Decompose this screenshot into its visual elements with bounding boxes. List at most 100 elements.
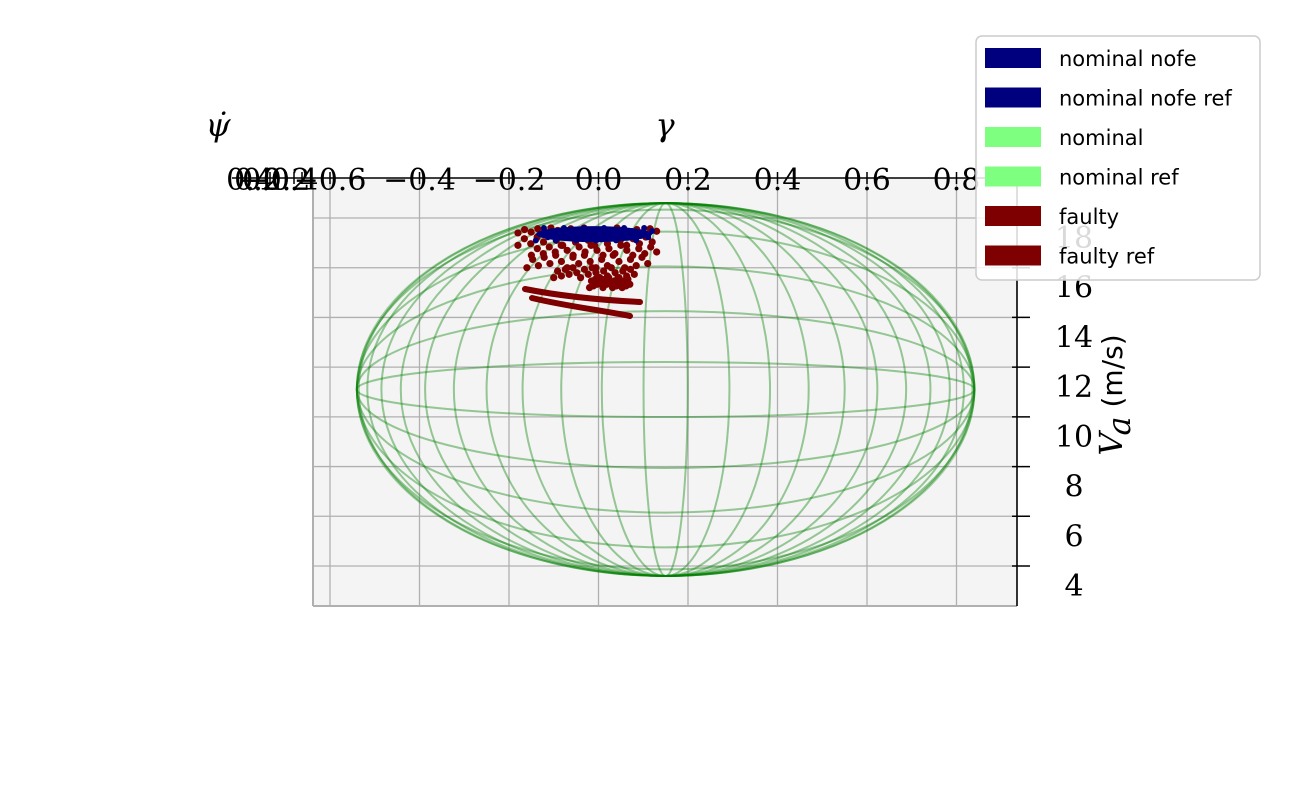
faulty-point-84 [557, 257, 566, 266]
x-tick-label-3: 0.0 [575, 163, 623, 198]
faulty-point-107 [630, 270, 638, 278]
x-tick-label-7: 0.8 [933, 163, 981, 198]
z-tick-label-2: 8 [1064, 470, 1083, 505]
nominal-nofe-point-18 [605, 234, 612, 241]
faulty-point-131 [599, 284, 607, 292]
nominal-nofe-point-22 [540, 224, 547, 231]
x-tick-label-2: −0.2 [473, 163, 546, 198]
ellipsoid-parallel-7 [355, 310, 976, 469]
y-tick-label-3: 0.2 [234, 163, 282, 198]
legend-swatch-5 [985, 245, 1041, 266]
faulty-point-130 [612, 282, 621, 290]
nominal-nofe-point-6 [556, 231, 563, 238]
nominal-nofe-point-2 [621, 224, 628, 231]
faulty-point-79 [632, 262, 640, 270]
ellipsoid-meridian-1 [357, 202, 974, 577]
y-tick-label-1: −0.2 [238, 163, 311, 198]
nominal-nofe-point-7 [601, 224, 608, 231]
faulty-point-88 [550, 274, 558, 282]
nominal-nofe-point-11 [536, 231, 543, 238]
faulty-point-66 [523, 264, 531, 272]
nominal-nofe-point-1 [576, 231, 583, 238]
y-axis-ticks: −0.4−0.20.00.20.4 [226, 163, 318, 198]
faulty-point-25 [520, 235, 528, 243]
nominal-nofe-point-21 [617, 231, 624, 238]
ellipsoid-meridian-12 [642, 202, 689, 577]
nominal-nofe-point-25 [552, 237, 559, 244]
legend-label-1: nominal nofe ref [1059, 87, 1232, 111]
nominal-nofe-point-12 [580, 224, 587, 231]
faulty-point-103 [569, 264, 577, 272]
ellipsoid-meridian-11 [642, 202, 689, 577]
nominal-nofe-point-28 [564, 234, 571, 241]
faulty-point-70 [615, 257, 623, 266]
nominal-nofe-point-9 [568, 228, 575, 235]
ellipsoid-meridian-20 [380, 202, 951, 577]
legend: nominal nofe nominal nofe ref nominal nomin… [975, 35, 1261, 281]
legend-label-5: faulty ref [1059, 245, 1155, 269]
faulty-point-75 [540, 253, 548, 261]
z-tick-label-5: 14 [1055, 320, 1093, 355]
x-tick-label-5: 0.4 [754, 163, 802, 198]
faulty-point-77 [586, 257, 594, 266]
ellipsoid-parallel-1 [355, 208, 976, 571]
nominal-nofe-point-8 [645, 234, 652, 241]
ellipsoid-meridian-21 [366, 202, 965, 577]
ellipsoid-meridian-13 [600, 202, 731, 577]
z-tick-label-0: 4 [1064, 569, 1083, 604]
ellipsoid-meridian-14 [560, 202, 772, 577]
faulty-point-94 [557, 272, 566, 280]
faulty-point-98 [619, 267, 627, 275]
ellipsoid-parallel-6 [355, 360, 976, 419]
x-tick-label-4: 0.2 [664, 163, 712, 198]
nominal-nofe-point-20 [572, 237, 579, 244]
x-axis-label: γ [655, 106, 675, 144]
legend-swatch-0 [985, 48, 1041, 68]
faulty-point-6 [527, 228, 535, 236]
ellipsoid-meridian-7 [485, 202, 846, 577]
faulty-point-105 [600, 267, 608, 275]
y-axis-label: ψ̇ [205, 106, 231, 144]
nominal-nofe-point-13 [625, 234, 632, 241]
ellipsoid-meridian-2 [366, 202, 965, 577]
faulty-point-85 [644, 259, 652, 268]
faulty-point-9 [534, 225, 542, 233]
faulty-point-48 [623, 246, 631, 254]
faulty-point-3 [520, 226, 529, 234]
faulty-point-47 [533, 245, 541, 253]
nominal-nofe-point-29 [609, 228, 616, 235]
nominal-nofe-point-27 [641, 224, 648, 231]
ellipsoid-meridian-10 [600, 202, 731, 577]
faulty-point-67 [609, 251, 617, 259]
y-tick-label-0: −0.4 [246, 163, 319, 198]
legend-items: nominal nofe nominal nofe ref nominal nomin… [985, 47, 1232, 269]
z-tick-label-1: 6 [1064, 519, 1083, 554]
faulty-point-52 [587, 241, 595, 249]
faulty-point-59 [557, 241, 565, 249]
y-tick-label-2: 0.0 [242, 163, 290, 198]
x-axis-ticks: −0.6 −0.4 −0.2 0.0 0.2 0.4 0.6 0.8 [294, 163, 981, 198]
ellipsoid-meridian-8 [521, 202, 810, 577]
ellipsoid-meridian-4 [399, 202, 932, 577]
faulty-point-62 [563, 246, 571, 254]
faulty-point-28 [527, 240, 535, 248]
nominal-nofe-point-0 [532, 237, 539, 244]
ellipsoid-meridian-5 [424, 202, 908, 577]
z-tick-label-4: 12 [1055, 370, 1093, 405]
faulty-point-63 [653, 248, 661, 256]
legend-swatch-1 [985, 87, 1041, 108]
faulty-point-81 [552, 251, 560, 259]
faulty-point-46 [575, 243, 583, 251]
faulty-point-69 [529, 255, 537, 264]
x-tick-label-0: −0.6 [294, 163, 367, 198]
ellipsoid-parallel-9 [355, 230, 976, 549]
ellipsoid-meridian-9 [560, 202, 772, 577]
faulty-point-0 [514, 229, 522, 237]
y-tick-label-4: 0.4 [226, 163, 274, 198]
legend-swatch-3 [985, 166, 1041, 187]
ellipsoid-meridian-17 [452, 202, 879, 577]
plot-pane [313, 178, 1017, 606]
z-axis-label-subscript: a [1100, 416, 1138, 435]
faulty-point-61 [605, 245, 613, 253]
